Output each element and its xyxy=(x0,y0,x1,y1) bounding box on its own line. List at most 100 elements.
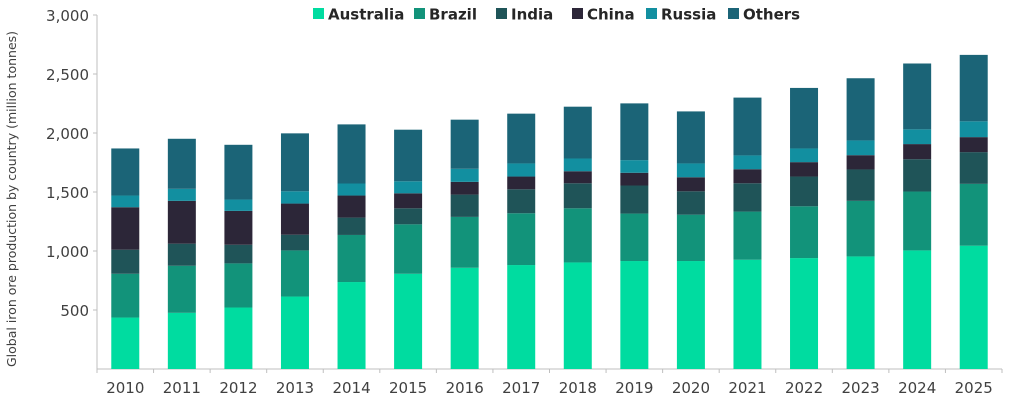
bar-others-2023 xyxy=(846,78,875,141)
legend-label: Brazil xyxy=(429,6,477,24)
bar-brazil-2018 xyxy=(563,208,592,263)
x-axis: 2010 2011 2012 2013 2014 2015 2016 2017 2018 2019… xyxy=(96,368,1003,397)
bar-others-2017 xyxy=(507,113,536,164)
bar-stack-2015 xyxy=(394,129,423,369)
bar-brazil-2024 xyxy=(903,191,932,251)
x-tick-label: 2010 xyxy=(106,379,144,397)
legend-swatch xyxy=(572,8,583,19)
bar-india-2017 xyxy=(507,189,536,214)
x-tick-label: 2011 xyxy=(163,379,201,397)
bar-china-2021 xyxy=(733,169,762,184)
legend-item-china: China xyxy=(572,6,635,24)
legend: Australia Brazil India China Russia Others xyxy=(313,6,800,24)
x-tick-label: 2013 xyxy=(276,379,314,397)
legend-label: Russia xyxy=(661,6,716,24)
legend-swatch xyxy=(496,8,507,19)
bar-stack-2018 xyxy=(563,106,592,369)
bar-australia-2012 xyxy=(224,307,253,369)
x-tick-label: 2014 xyxy=(332,379,370,397)
bar-others-2021 xyxy=(733,97,762,156)
bar-india-2018 xyxy=(563,183,592,209)
y-tick-label: 2,500 xyxy=(46,66,89,84)
y-tick-label: 500 xyxy=(60,302,89,320)
bar-australia-2011 xyxy=(167,312,196,369)
legend-item-brazil: Brazil xyxy=(414,6,477,24)
bar-australia-2019 xyxy=(620,261,649,369)
bar-russia-2013 xyxy=(280,191,309,204)
bar-india-2010 xyxy=(111,249,140,274)
bar-india-2022 xyxy=(790,176,819,207)
bar-others-2012 xyxy=(224,144,253,200)
bar-china-2015 xyxy=(394,193,423,209)
bar-india-2016 xyxy=(450,194,479,217)
bar-stack-2014 xyxy=(337,124,366,369)
bar-others-2016 xyxy=(450,119,479,169)
legend-label: China xyxy=(587,6,635,24)
bar-others-2010 xyxy=(111,148,140,196)
legend-item-russia: Russia xyxy=(646,6,716,24)
bar-brazil-2016 xyxy=(450,216,479,268)
bar-brazil-2019 xyxy=(620,213,649,262)
bar-brazil-2017 xyxy=(507,213,536,266)
bar-china-2023 xyxy=(846,155,875,170)
legend-swatch xyxy=(728,8,739,19)
bar-india-2013 xyxy=(280,234,309,251)
legend-swatch xyxy=(414,8,425,19)
x-tick-label: 2020 xyxy=(672,379,710,397)
y-tick-label: 1,000 xyxy=(46,243,89,261)
bar-china-2012 xyxy=(224,210,253,245)
bar-russia-2024 xyxy=(903,129,932,145)
bar-brazil-2020 xyxy=(676,214,705,262)
bar-china-2014 xyxy=(337,195,366,218)
legend-item-australia: Australia xyxy=(313,6,404,24)
bar-australia-2018 xyxy=(563,262,592,369)
bar-russia-2020 xyxy=(676,163,705,178)
bar-australia-2013 xyxy=(280,296,309,369)
bar-australia-2010 xyxy=(111,317,140,369)
bar-others-2015 xyxy=(394,129,423,182)
bar-china-2022 xyxy=(790,162,819,177)
bar-russia-2015 xyxy=(394,181,423,194)
bar-russia-2023 xyxy=(846,140,875,156)
bar-russia-2018 xyxy=(563,158,592,172)
bar-china-2013 xyxy=(280,203,309,235)
bar-others-2022 xyxy=(790,87,819,149)
bar-brazil-2015 xyxy=(394,224,423,274)
bar-russia-2016 xyxy=(450,168,479,182)
bar-australia-2014 xyxy=(337,282,366,369)
bar-china-2010 xyxy=(111,207,140,250)
x-tick-label: 2017 xyxy=(502,379,540,397)
bar-stack-2012 xyxy=(224,144,253,369)
x-tick-label: 2024 xyxy=(898,379,936,397)
y-axis: 500 1,000 1,500 2,000 2,500 3,000 xyxy=(46,7,98,369)
x-tick-label: 2022 xyxy=(785,379,823,397)
bar-india-2025 xyxy=(959,152,988,184)
bar-china-2011 xyxy=(167,200,196,244)
bar-others-2025 xyxy=(959,54,988,122)
bar-brazil-2021 xyxy=(733,211,762,260)
bar-stack-2010 xyxy=(111,148,140,369)
bar-india-2021 xyxy=(733,183,762,212)
bar-australia-2025 xyxy=(959,245,988,369)
legend-label: India xyxy=(511,6,553,24)
bar-stack-2016 xyxy=(450,119,479,369)
bar-china-2016 xyxy=(450,181,479,195)
legend-item-others: Others xyxy=(728,6,800,24)
bar-others-2020 xyxy=(676,111,705,164)
bar-india-2014 xyxy=(337,217,366,235)
bar-australia-2022 xyxy=(790,258,819,369)
legend-swatch xyxy=(313,8,324,19)
bar-china-2025 xyxy=(959,137,988,153)
bar-australia-2020 xyxy=(676,261,705,369)
bar-india-2011 xyxy=(167,243,196,266)
bar-australia-2021 xyxy=(733,259,762,369)
bar-others-2018 xyxy=(563,106,592,159)
bar-china-2024 xyxy=(903,144,932,160)
bar-stack-2022 xyxy=(790,87,819,369)
y-tick-label: 3,000 xyxy=(46,7,89,25)
bar-india-2024 xyxy=(903,159,932,192)
bar-australia-2023 xyxy=(846,256,875,369)
bar-stack-2024 xyxy=(903,63,932,369)
x-tick-label: 2016 xyxy=(446,379,484,397)
bar-india-2012 xyxy=(224,244,253,264)
